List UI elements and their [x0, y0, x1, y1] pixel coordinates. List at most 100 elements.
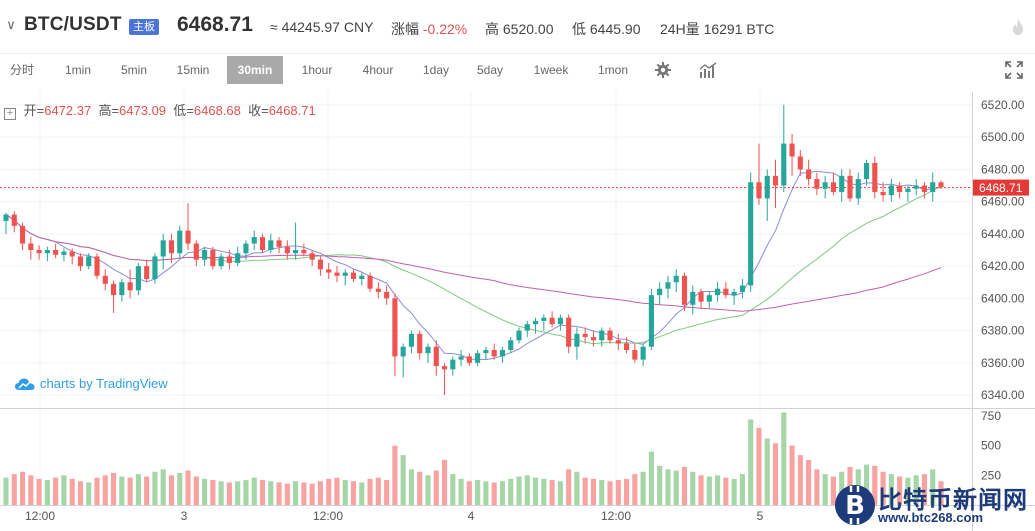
candle	[590, 330, 597, 347]
candle-body	[284, 246, 290, 254]
candle	[375, 282, 381, 299]
tab-timeframe-1week[interactable]: 1week	[533, 63, 569, 77]
candle	[723, 282, 729, 299]
candle	[342, 269, 348, 286]
candle-body	[582, 333, 588, 338]
price-tick-label: 6480.00	[981, 162, 1025, 176]
watermark-url: www.btc268.com	[878, 510, 983, 525]
volume-bar	[425, 475, 431, 505]
volume-bar	[210, 480, 216, 505]
tab-timeframe-1min[interactable]: 1min	[64, 63, 91, 77]
ohlc-legend: + 开=6472.37 高=6473.09 低=6468.68 收=6468.7…	[4, 100, 316, 120]
candle	[425, 343, 431, 363]
bar-chart-icon[interactable]	[699, 61, 717, 79]
volume-bar	[36, 478, 42, 505]
tab-timeframe-1mon[interactable]: 1mon	[597, 63, 629, 77]
candle	[839, 169, 845, 202]
volume-bar	[127, 477, 133, 505]
candle	[384, 285, 390, 305]
chevron-down-icon[interactable]: ∨	[6, 17, 16, 32]
volume-bar	[342, 480, 348, 505]
fullscreen-icon[interactable]	[1005, 61, 1023, 79]
candle	[3, 212, 9, 234]
volume-tick-label: 500	[981, 439, 1001, 453]
candle	[624, 337, 630, 354]
price-tick-label: 6500.00	[981, 130, 1025, 144]
price-axis[interactable]: 6520.00 6500.00 6480.00 6460.00 6440.00 6420.…	[973, 98, 1029, 482]
candle-body	[541, 317, 547, 321]
candle-body	[450, 359, 456, 370]
candle-body	[11, 214, 17, 226]
tab-timeframe-1hour[interactable]: 1hour	[301, 63, 333, 77]
tradingview-logo[interactable]: charts by TradingView	[14, 376, 168, 391]
volume-bar	[657, 465, 663, 505]
low-stat: 低 6445.90	[572, 19, 641, 39]
tab-timeframe-5day[interactable]: 5day	[476, 63, 504, 77]
volume-bar	[905, 477, 911, 505]
candle	[243, 240, 249, 260]
candle-body	[681, 275, 688, 305]
candle-body	[822, 182, 828, 189]
candle	[640, 343, 646, 367]
low-label: 低	[572, 21, 586, 37]
volume-bar	[524, 475, 530, 505]
gear-icon[interactable]	[654, 61, 672, 79]
candle	[235, 246, 241, 267]
tab-timeframe-15min[interactable]: 15min	[176, 63, 210, 77]
candle	[648, 288, 654, 350]
candle	[309, 250, 315, 267]
candle-body	[301, 250, 307, 254]
time-tick-label: 3	[181, 509, 188, 523]
candle-body	[441, 366, 448, 370]
candle	[202, 246, 208, 267]
candle-body	[168, 240, 175, 254]
volume-bar	[259, 480, 266, 505]
volume-bar	[921, 474, 928, 505]
candle	[44, 246, 50, 262]
volume-bar	[3, 477, 9, 505]
candle	[458, 349, 464, 367]
volume-bar	[632, 474, 638, 505]
candle	[756, 143, 762, 205]
candle-body	[177, 230, 183, 254]
candle-body	[855, 179, 861, 199]
candle-body	[350, 272, 357, 280]
candle-body	[144, 266, 150, 280]
volume-bar	[61, 475, 67, 505]
header-divider	[0, 53, 1035, 54]
candle	[921, 182, 928, 199]
flame-icon[interactable]	[1011, 18, 1025, 36]
volume-bar	[276, 482, 282, 505]
tab-timeframe-line[interactable]: 分时	[9, 63, 34, 77]
tab-timeframe-4hour[interactable]: 4hour	[362, 63, 394, 77]
expand-legend-icon[interactable]: +	[4, 108, 16, 120]
candle	[11, 211, 17, 233]
candle-body	[119, 282, 125, 296]
candle-body	[690, 291, 696, 305]
last-price: 6468.71	[177, 13, 253, 36]
volume-bar	[268, 481, 274, 505]
volume-bar	[822, 474, 828, 505]
candle	[408, 330, 415, 354]
candle-body	[309, 253, 315, 260]
candle-body	[28, 243, 34, 250]
tab-timeframe-1day[interactable]: 1day	[422, 63, 450, 77]
candle-body	[77, 256, 84, 267]
time-axis[interactable]: 12:00 3 12:00 4 12:00 5	[25, 509, 764, 523]
volume-bar	[309, 483, 315, 505]
high-value: 6473.09	[119, 103, 167, 118]
tab-timeframe-30min[interactable]: 30min	[227, 56, 283, 84]
volume-bar	[648, 451, 654, 505]
candle-body	[806, 169, 812, 180]
candle-body	[475, 353, 481, 363]
candle	[152, 253, 158, 284]
candle	[61, 248, 67, 262]
candle	[326, 262, 332, 280]
pair-selector[interactable]: BTC/USDT	[24, 14, 122, 35]
candle	[433, 340, 439, 376]
candle	[276, 237, 282, 254]
candle	[135, 262, 141, 296]
tab-timeframe-5min[interactable]: 5min	[120, 63, 147, 77]
candle-body	[872, 162, 878, 192]
